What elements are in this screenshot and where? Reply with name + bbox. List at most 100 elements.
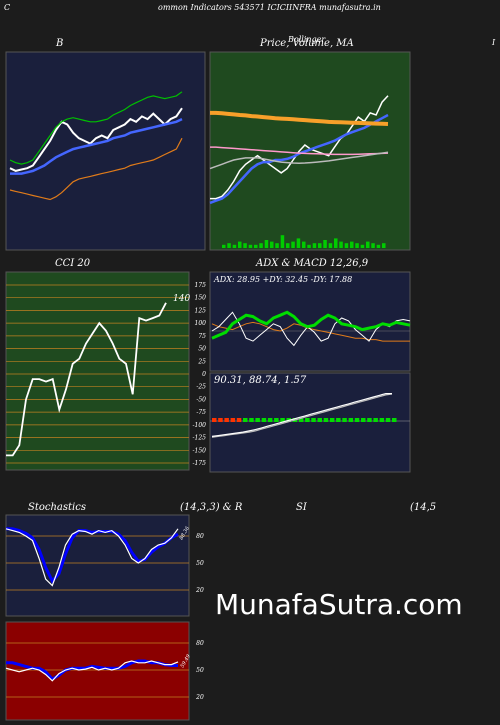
cci-tick-label: 0 [202,371,206,378]
price-series-2 [210,110,389,126]
macd-histogram-bar [212,418,217,422]
macd-histogram-bar [392,418,397,422]
price-series-4 [209,151,389,170]
macd-histogram-bar [367,418,372,422]
cci-tick-label: 150 [195,295,207,302]
cci-tick-label: -25 [196,384,206,391]
macd-histogram-bar [267,418,273,422]
macd-histogram-bar [249,418,254,422]
rsi-tick-label: 80 [196,640,204,647]
macd-histogram-bar [298,418,304,422]
cci-tick-label: -175 [193,460,207,467]
price-panel-title: Price, Volume, MA [260,38,354,49]
rsi-tick-label: 50 [196,667,204,674]
adx-plus-dy-line [211,311,411,347]
adx-line [211,310,411,340]
macd-histogram-bar [274,418,279,422]
price-series-0 [210,95,389,200]
volume-bar [376,244,381,248]
volume-bar [291,241,295,248]
macd-histogram-bar [323,418,329,422]
bb-panel-title: B [56,38,64,49]
macd-histogram-bar [230,418,236,422]
volume-bar [254,244,258,248]
volume-bar [286,243,290,248]
macd-histogram-bar [329,418,335,422]
cci-panel-title: CCI 20 [55,258,91,269]
cci-tick-label: -50 [196,396,206,403]
cci-tick-label: 50 [198,346,206,353]
stochastics-title: Stochastics [28,502,86,513]
macd-panel [209,372,411,473]
volume-bar [238,241,242,248]
bb-panel [5,51,206,251]
volume-bar [280,235,285,248]
volume-bar [344,243,349,248]
adx-minus-dy-line [211,321,410,342]
macd-histogram-bar [305,418,310,422]
macd-histogram-bar [255,418,260,422]
macd-histogram-bar [342,418,347,422]
volume-bar [318,243,322,248]
stoch-d-line [6,527,179,584]
rsi-title: SI [296,502,307,513]
volume-bar [307,244,311,248]
volume-bar [232,244,237,248]
volume-bar [355,243,359,248]
cci-tick-label: -75 [196,409,206,416]
volume-bar [243,243,247,248]
macd-values-label: 90.31, 88.74, 1.57 [214,375,307,386]
macd-histogram-bar [348,418,354,422]
bb-series-0 [9,107,183,172]
volume-bar [366,241,370,248]
macd-histogram-bar [317,418,322,422]
cci-tick-label: 100 [195,320,207,327]
volume-bar [323,240,327,248]
stoch-tick-label: 50 [196,560,204,567]
volume-bar [334,238,338,248]
macd-signal-line [211,393,393,438]
macd-histogram-bar [311,418,316,422]
volume-bar [371,243,375,248]
bb-series-2 [9,91,183,165]
cci-value-label: 140 [173,294,190,304]
price-panel-overlay-text: Bollinger [288,35,326,44]
rsi-params: (14,5 [410,502,437,513]
volume-bar [339,241,343,248]
macd-histogram-bar [243,418,248,422]
price-panel [209,51,411,251]
bb-series-3 [9,137,183,201]
macd-histogram-bar [361,418,366,422]
macd-histogram-bar [236,418,242,422]
stoch-tick-label: 20 [195,587,204,594]
cci-tick-label: -100 [193,422,207,429]
volume-bar [275,243,279,248]
volume-bar [222,244,226,248]
cci-tick-label: 75 [198,333,206,340]
volume-bar [270,241,274,248]
volume-bar [302,241,306,248]
macd-histogram-bar [373,418,378,422]
chart-header-title: ommon Indicators 543571 ICICIINFRA munaf… [158,3,381,12]
price-series-3 [210,146,389,156]
macd-histogram-bar [379,418,385,422]
adx-values-label: ADX: 28.95 +DY: 32.45 -DY: 17.88 [214,275,353,284]
cci-panel [5,271,190,471]
macd-histogram-bar [224,418,229,422]
bb-series-1 [10,117,183,175]
right-edge-letter: I [492,38,496,47]
rsi-panel [5,621,190,721]
volume-bar [312,243,317,248]
cci-tick-label: 125 [195,307,207,314]
cci-line [6,302,167,457]
volume-bar [328,243,333,248]
volume-bar [248,244,253,248]
adx-macd-panel-title: ADX & MACD 12,26,9 [256,258,369,269]
volume-bar [350,241,354,248]
volume-bar [264,240,269,248]
rsi-line [5,660,179,682]
volume-bar [360,244,365,248]
stochastics-params: (14,3,3) & R [180,502,243,513]
header-left-letter: C [4,3,11,12]
